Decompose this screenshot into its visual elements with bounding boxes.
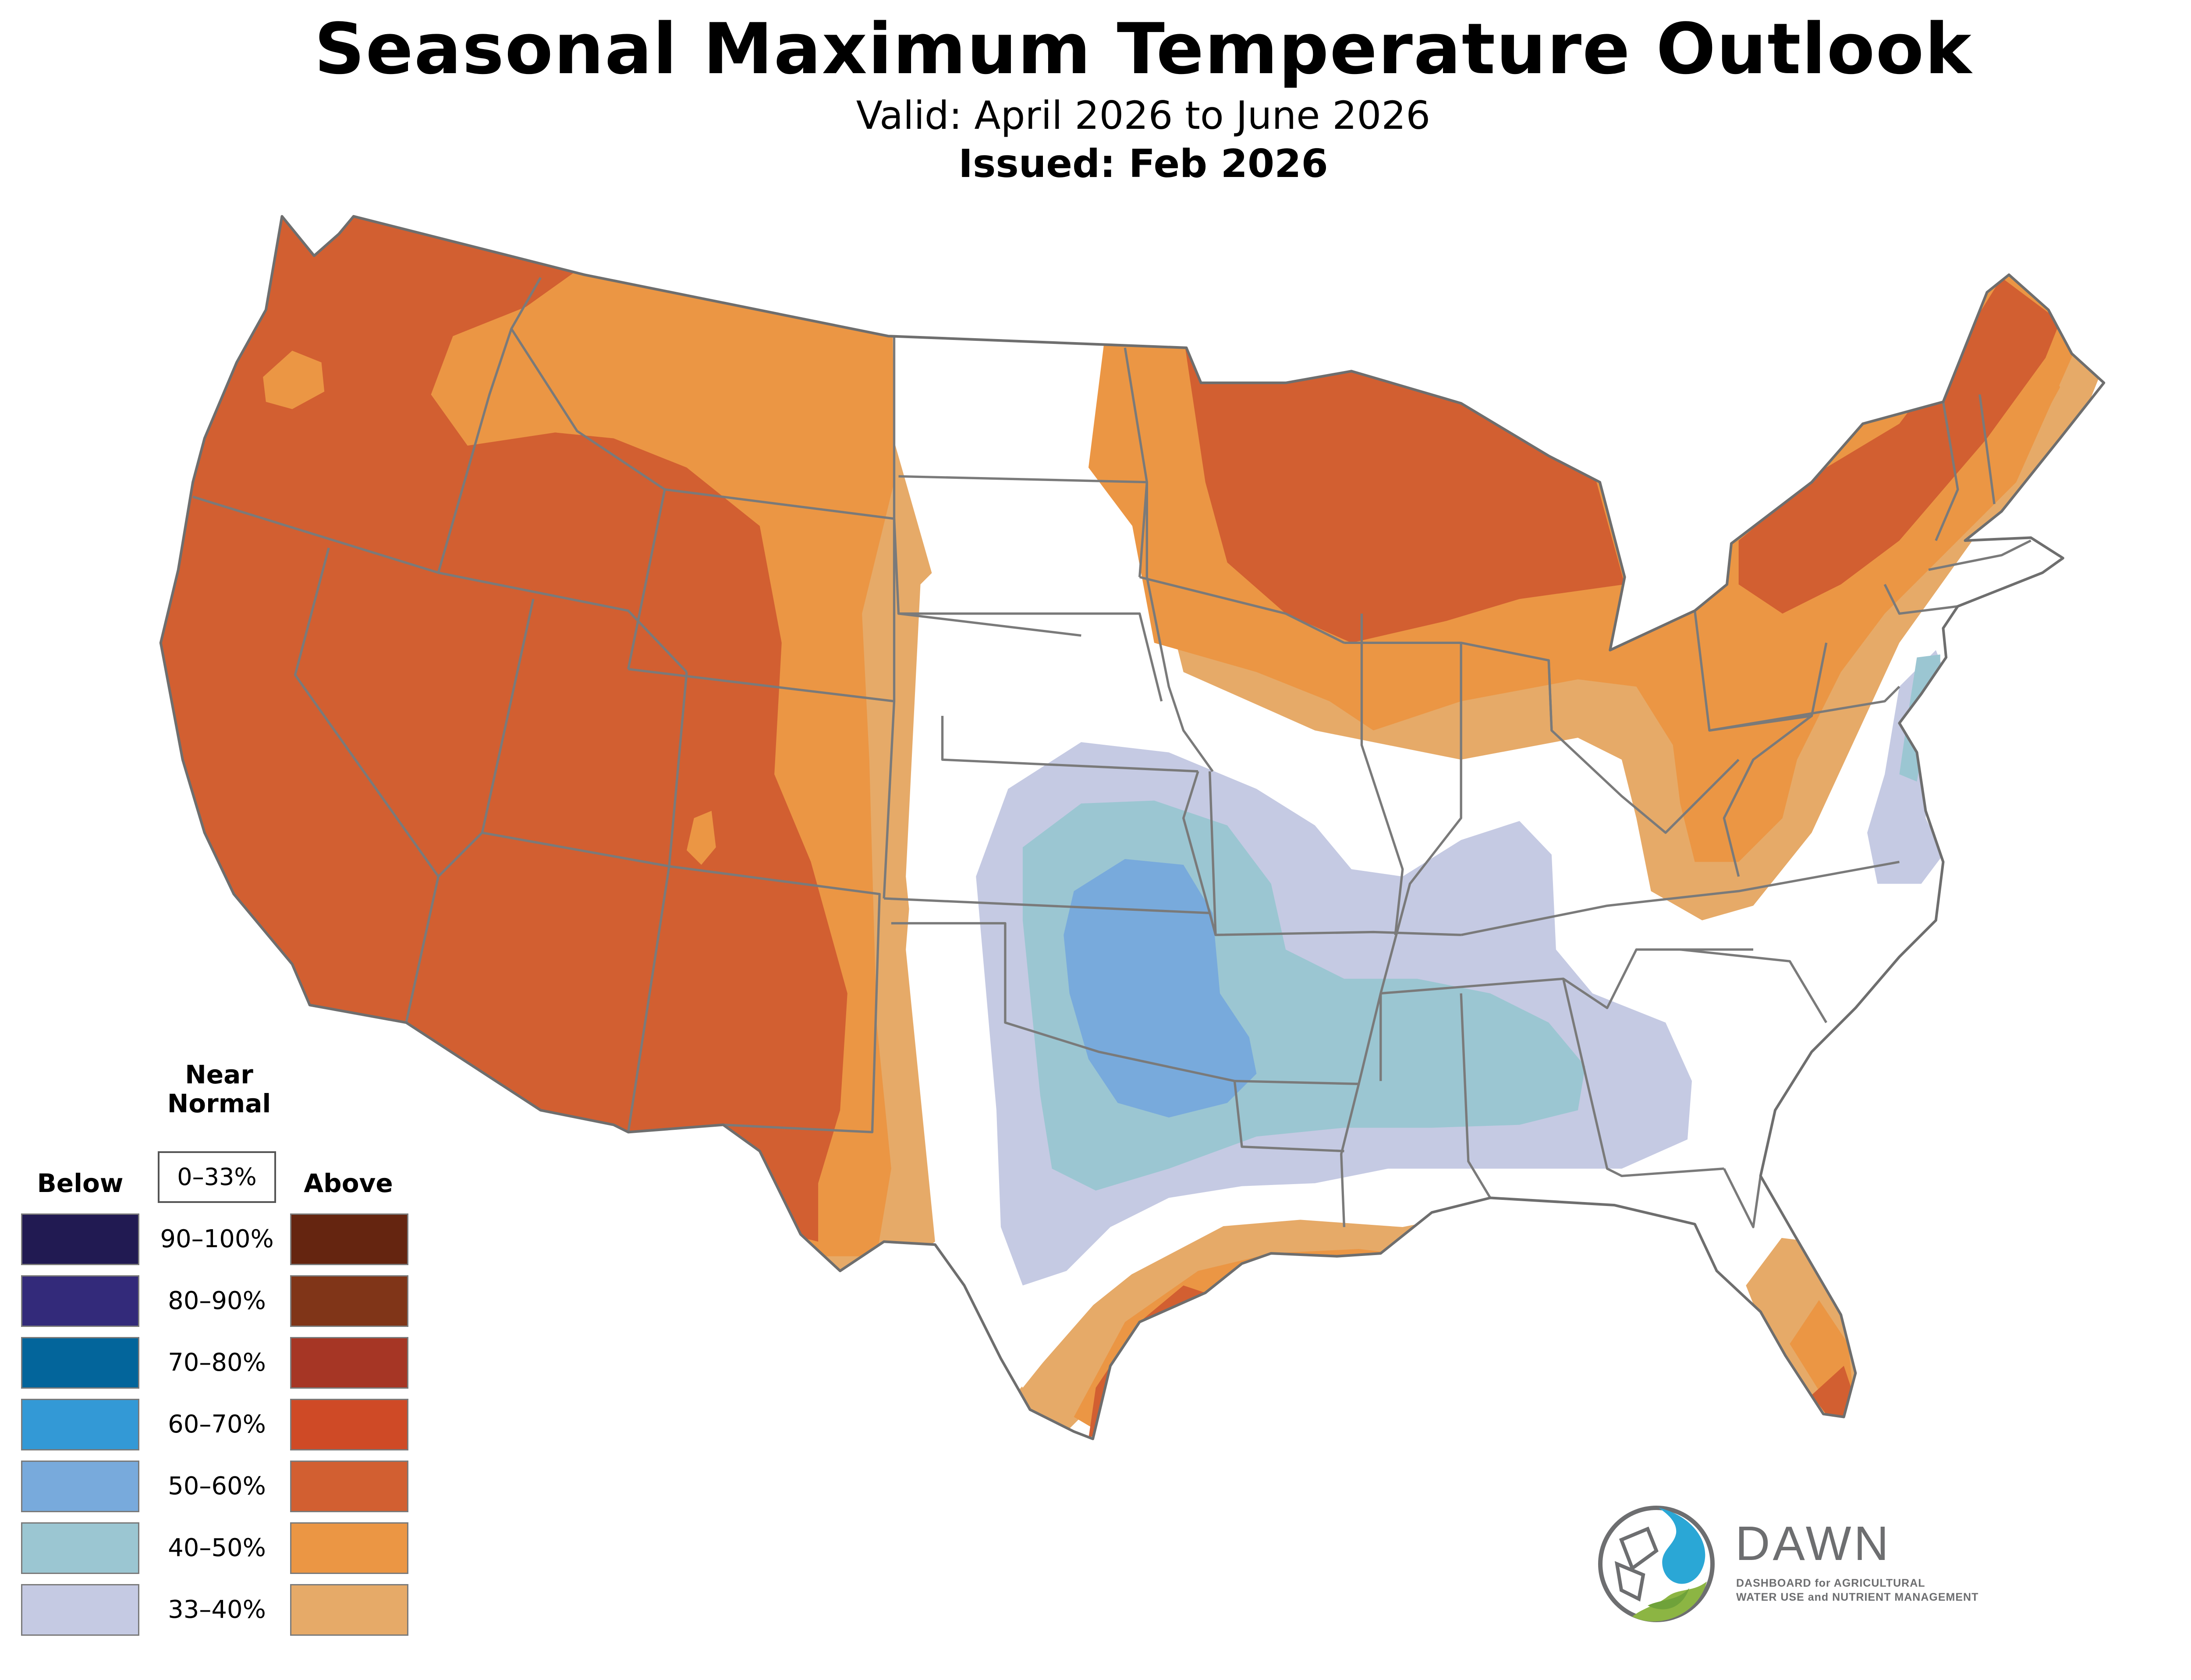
state-line	[1340, 1083, 1360, 1227]
state-line	[1461, 860, 1900, 936]
state-line	[627, 488, 896, 701]
state-line	[1379, 643, 1462, 1081]
legend-range-label: 70–80%	[168, 1348, 266, 1377]
above-50-60-northeast	[1738, 277, 2060, 614]
below-50-60-central	[1064, 859, 1257, 1118]
state-line	[192, 277, 542, 574]
state-line	[669, 865, 881, 1134]
state-line	[1182, 771, 1211, 913]
state-line	[510, 328, 666, 491]
state-line	[1883, 584, 1958, 615]
legend-range-label: 40–50%	[168, 1534, 266, 1562]
legend-below-swatch	[21, 1213, 139, 1265]
legend-above-swatch	[290, 1213, 408, 1265]
legend-below-swatch	[21, 1399, 139, 1450]
above-40-50-colorado-spot	[687, 810, 716, 865]
legend-range-label: 90–100%	[160, 1225, 274, 1253]
state-line	[1547, 660, 1740, 834]
state-line	[1723, 1168, 1762, 1228]
legend-below-swatch	[21, 1522, 139, 1574]
state-line	[893, 336, 1081, 637]
state-line	[1360, 613, 1404, 935]
state-line	[1562, 978, 1724, 1178]
legend-below-heading: Below	[37, 1168, 124, 1198]
state-line	[668, 672, 688, 867]
legend-below-swatch	[21, 1461, 139, 1512]
legend-above-swatch	[290, 1584, 408, 1636]
state-line	[1928, 539, 2031, 571]
state-line	[1935, 401, 1959, 541]
state-line	[1380, 948, 1754, 1009]
state-line	[1694, 610, 1828, 732]
state-line	[1978, 394, 1996, 504]
dawn-logo-tagline-1: DASHBOARD for AGRICULTURAL	[1736, 1577, 1925, 1589]
state-line	[1680, 948, 1828, 1023]
legend-above-heading: Above	[304, 1168, 393, 1198]
dawn-logo-name: DAWN	[1735, 1517, 1891, 1570]
state-line	[438, 571, 688, 673]
map-title: Seasonal Maximum Temperature Outlook	[314, 8, 1972, 90]
state-line	[1709, 686, 1900, 732]
above-40-50-gulf	[1074, 1249, 1446, 1432]
legend-below-swatch	[21, 1584, 139, 1636]
above-40-50-washington-spot	[263, 350, 325, 409]
state-line	[1460, 993, 1492, 1199]
dawn-logo-tagline-2: WATER USE and NUTRIENT MANAGEMENT	[1736, 1591, 1979, 1603]
above-50-60-west	[160, 216, 847, 1242]
state-line	[1124, 347, 1214, 772]
state-line	[898, 612, 1163, 702]
state-line	[891, 922, 1344, 1153]
state-line	[941, 716, 1198, 773]
legend-above-swatch	[290, 1337, 408, 1389]
dawn-water-drop-logo-icon	[1598, 1506, 1715, 1622]
above-40-50-northeast	[1899, 358, 2060, 570]
issued-date: Issued: Feb 2026	[958, 141, 1328, 186]
state-line	[1234, 993, 1382, 1085]
valid-period: Valid: April 2026 to June 2026	[856, 93, 1431, 138]
legend-above-swatch	[290, 1275, 408, 1327]
state-line	[1139, 576, 1345, 644]
legend-range-label: 80–90%	[168, 1287, 266, 1315]
legend-range-label: 33–40%	[168, 1595, 266, 1624]
state-boundaries	[161, 216, 2104, 1439]
dawn-logo: DAWN DASHBOARD for AGRICULTURAL WATER US…	[1591, 1498, 2029, 1630]
legend-above-swatch	[290, 1522, 408, 1574]
state-line	[1209, 771, 1461, 936]
legend-above-swatch	[290, 1461, 408, 1512]
legend-below-swatch	[21, 1275, 139, 1327]
legend-below-swatch	[21, 1337, 139, 1389]
legend-range-label: 50–60%	[168, 1472, 266, 1500]
legend-near-normal-heading: Near Normal	[167, 1060, 271, 1118]
legend-near-normal-box: 0–33%	[158, 1151, 276, 1203]
legend-range-label: 60–70%	[168, 1410, 266, 1439]
state-line	[294, 547, 440, 1023]
state-line	[1723, 714, 1812, 877]
legend-above-swatch	[290, 1399, 408, 1450]
